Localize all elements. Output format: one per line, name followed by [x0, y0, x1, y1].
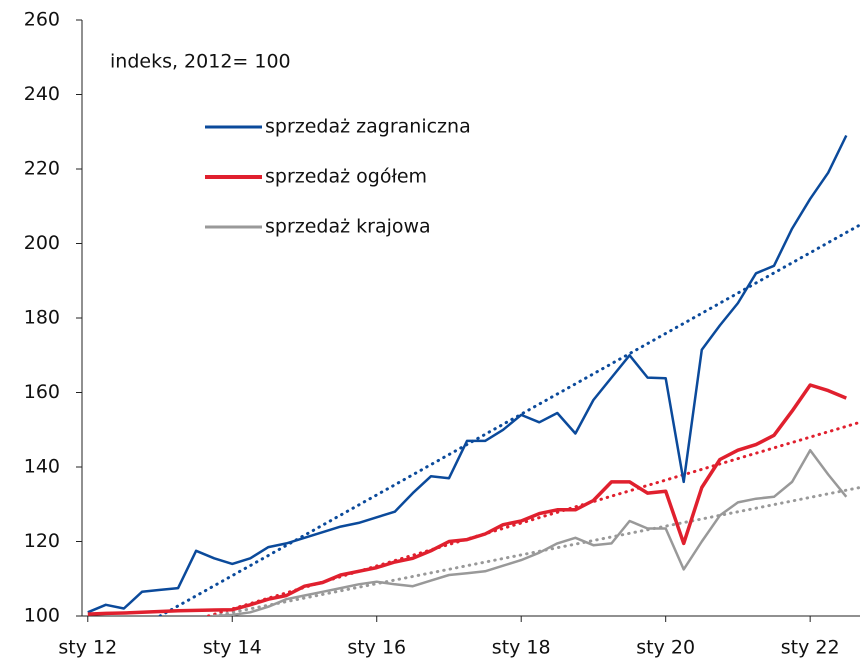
x-tick-label: sty 18: [492, 637, 551, 659]
y-tick-label: 200: [24, 232, 60, 254]
y-tick-label: 120: [24, 530, 60, 552]
y-tick-label: 180: [24, 307, 60, 329]
series-line: [214, 448, 848, 616]
series-line: [87, 134, 848, 614]
y-tick-label: 220: [24, 158, 60, 180]
y-tick-label: 140: [24, 456, 60, 478]
legend-label: sprzedaż krajowa: [265, 216, 431, 238]
x-tick-label: sty 12: [58, 637, 117, 659]
y-tick-label: 100: [24, 605, 60, 627]
x-tick-label: sty 16: [347, 637, 406, 659]
legend-label: sprzedaż ogółem: [265, 166, 427, 188]
trend-line: [206, 420, 860, 616]
trend-line: [158, 223, 860, 616]
trend-line: [212, 485, 860, 616]
y-tick-label: 240: [24, 83, 60, 105]
series-line: [87, 383, 847, 616]
x-tick-label: sty 22: [781, 637, 840, 659]
y-tick-label: 160: [24, 381, 60, 403]
x-tick-label: sty 14: [203, 637, 262, 659]
legend-label: sprzedaż zagraniczna: [265, 116, 471, 138]
y-tick-label: 260: [24, 9, 60, 31]
annotation: indeks, 2012= 100: [110, 51, 291, 73]
x-tick-label: sty 20: [636, 637, 695, 659]
